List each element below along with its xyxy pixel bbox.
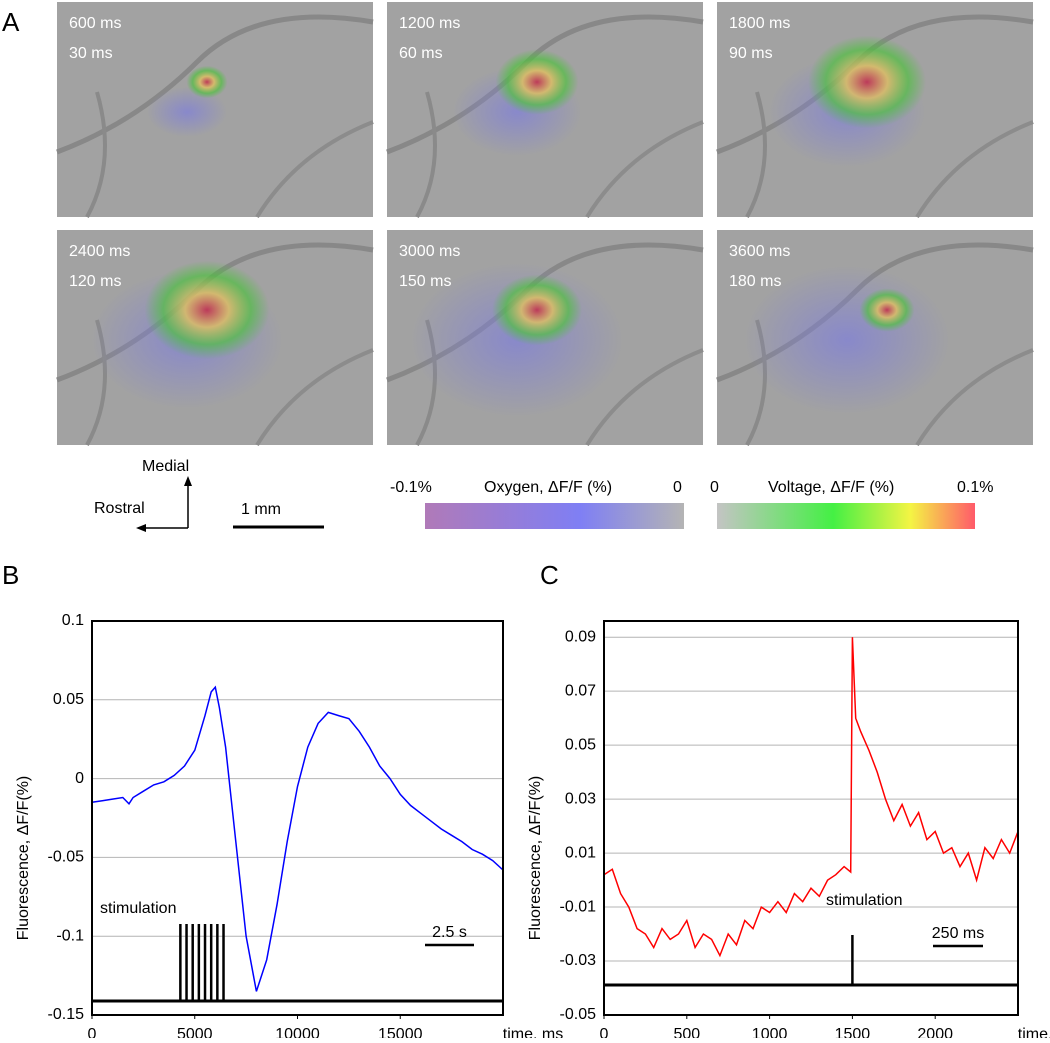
colorbar-label: -0.1% [390, 479, 432, 496]
scale-label: 250 ms [932, 925, 984, 942]
x-tick-label: 500 [673, 1026, 700, 1038]
voltage-signal [859, 288, 915, 332]
y-tick-label: -0.05 [48, 849, 85, 866]
x-tick-label: 5000 [177, 1026, 213, 1038]
blood-vessel [585, 120, 704, 219]
colorbar-title: Voltage, ΔF/F (%) [768, 479, 894, 496]
y-tick-label: 0.07 [565, 682, 596, 699]
blood-vessel [255, 348, 374, 447]
oxygen-colorbar [425, 503, 684, 529]
cortex-image: 1200 ms 60 ms [386, 2, 704, 219]
x-tick-label: 15000 [378, 1026, 423, 1038]
panel-label: C [540, 560, 559, 590]
plot-frame [91, 620, 504, 1016]
y-tick-label: 0.01 [565, 844, 596, 861]
colorbar-title: Oxygen, ΔF/F (%) [484, 479, 612, 496]
y-tick-label: -0.03 [560, 952, 597, 969]
panel-label: A [2, 7, 20, 37]
y-tick-label: -0.01 [560, 898, 597, 915]
x-axis-label: time, ms [1018, 1026, 1050, 1038]
panel-label: B [2, 560, 19, 590]
time-label: 600 ms [69, 15, 121, 32]
x-tick-label: 0 [88, 1026, 97, 1038]
frame-label: 150 ms [399, 273, 451, 290]
colorbar-label: 0 [673, 479, 682, 496]
data-line [603, 637, 1019, 958]
oxygen-signal [147, 87, 227, 137]
y-tick-label: -0.05 [560, 1006, 597, 1023]
frame-label: 180 ms [729, 273, 781, 290]
voltage-signal [808, 35, 926, 129]
frame-label: 30 ms [69, 45, 113, 62]
y-tick-label: -0.15 [48, 1006, 85, 1023]
orientation-label: Rostral [94, 500, 145, 517]
x-tick-label: 0 [600, 1026, 609, 1038]
time-label: 1200 ms [399, 15, 460, 32]
y-tick-label: 0.03 [565, 790, 596, 807]
blood-vessel [915, 120, 1034, 219]
voltage-colorbar [717, 503, 975, 529]
frame-label: 90 ms [729, 45, 773, 62]
x-tick-label: 1500 [835, 1026, 871, 1038]
orientation-label: Medial [142, 458, 189, 475]
cortex-image: 3000 ms 150 ms [386, 230, 704, 447]
time-label: 3600 ms [729, 243, 790, 260]
arrow-head [184, 476, 192, 486]
cortex-image: 600 ms 30 ms [56, 2, 374, 219]
arrow-head [136, 524, 146, 532]
y-axis-label: Fluorescence, ΔF/F(%) [15, 776, 32, 941]
annotation: stimulation [826, 892, 902, 909]
blood-vessel [745, 91, 767, 218]
frame-label: 60 ms [399, 45, 443, 62]
blood-vessel [415, 91, 437, 218]
x-tick-label: 10000 [275, 1026, 320, 1038]
scale-label: 2.5 s [432, 924, 467, 941]
x-tick-label: 2000 [917, 1026, 953, 1038]
time-label: 2400 ms [69, 243, 130, 260]
y-tick-label: 0 [75, 770, 84, 787]
cortex-image: 1800 ms 90 ms [716, 2, 1034, 219]
scale-label: 1 mm [241, 501, 281, 518]
voltage-signal [492, 274, 582, 346]
colorbar-label: 0.1% [957, 479, 993, 496]
blood-vessel [255, 120, 374, 219]
y-tick-label: -0.1 [56, 927, 84, 944]
x-axis-label: time, ms [503, 1026, 563, 1038]
voltage-signal [144, 260, 270, 360]
frame-label: 120 ms [69, 273, 121, 290]
plot-frame [603, 620, 1019, 1016]
x-tick-label: 1000 [752, 1026, 788, 1038]
blood-vessel [585, 348, 704, 447]
y-tick-label: 0.09 [565, 628, 596, 645]
blood-vessel [915, 348, 1034, 447]
annotation: stimulation [100, 900, 176, 917]
panel-a: 600 ms 30 ms 1200 ms 60 ms 1800 ms 90 ms 2400 … [56, 2, 1034, 447]
blood-vessel [85, 91, 107, 218]
voltage-signal [495, 49, 579, 115]
cortex-image: 3600 ms 180 ms [716, 230, 1034, 447]
colorbar-label: 0 [710, 479, 719, 496]
time-label: 1800 ms [729, 15, 790, 32]
y-tick-label: 0.05 [53, 691, 84, 708]
y-axis-label: Fluorescence, ΔF/F(%) [527, 776, 544, 941]
data-line [91, 685, 504, 992]
y-tick-label: 0.1 [62, 612, 84, 629]
cortex-image: 2400 ms 120 ms [56, 230, 374, 447]
y-tick-label: 0.05 [565, 736, 596, 753]
time-label: 3000 ms [399, 243, 460, 260]
voltage-signal [186, 65, 228, 99]
